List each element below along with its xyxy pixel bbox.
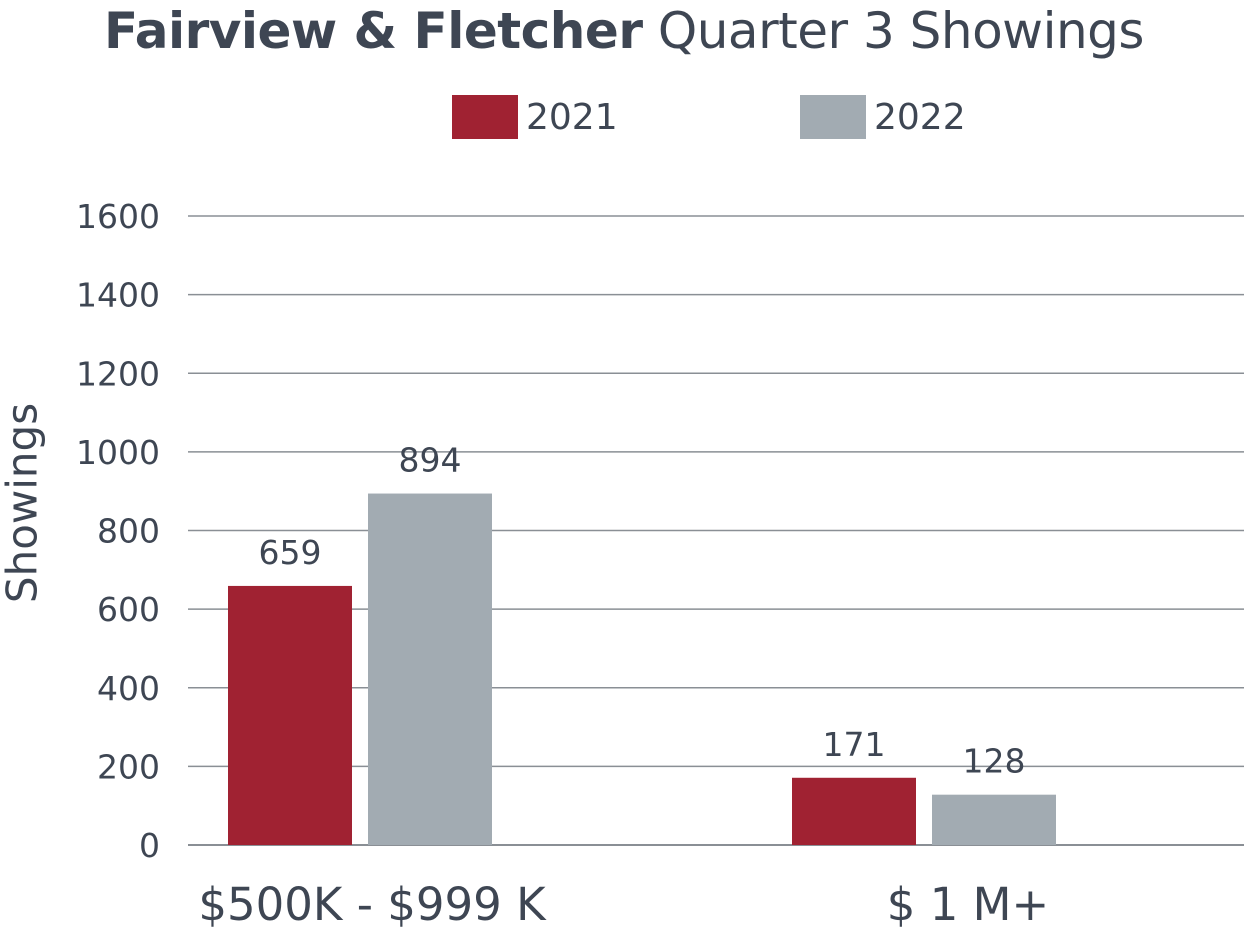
y-tick-label-1200: 1200 (76, 354, 160, 393)
y-tick-label-200: 200 (97, 747, 160, 786)
chart-title: Fairview & Fletcher Quarter 3 Showings (0, 2, 1248, 60)
x-tick-label-0: $500K - $999 K (198, 878, 547, 931)
data-label-2021-0: 659 (259, 533, 322, 572)
bar-2022-1 (932, 794, 1056, 845)
y-tick-label-800: 800 (97, 512, 160, 551)
data-label-2022-0: 894 (399, 441, 462, 480)
bar-2022-0 (368, 493, 492, 845)
chart-title-bold: Fairview & Fletcher (104, 2, 643, 60)
data-label-2021-1: 171 (823, 725, 886, 764)
bar-2021-1 (792, 777, 916, 845)
data-label-2022-1: 128 (963, 742, 1026, 781)
y-tick-label-0: 0 (139, 826, 160, 865)
legend-item-2022: 2022 (800, 94, 966, 140)
legend-swatch-2022 (800, 95, 866, 139)
y-tick-label-1400: 1400 (76, 276, 160, 315)
legend-swatch-2021 (452, 95, 518, 139)
legend-item-2021: 2021 (452, 94, 618, 140)
bar-2021-0 (228, 585, 352, 845)
x-tick-label-1: $ 1 M+ (887, 878, 1049, 931)
legend-label-2022: 2022 (874, 96, 966, 138)
y-tick-label-1000: 1000 (76, 433, 160, 472)
y-tick-label-1600: 1600 (76, 197, 160, 236)
chart-title-rest: Quarter 3 Showings (657, 2, 1145, 60)
legend-label-2021: 2021 (526, 96, 618, 138)
y-tick-label-400: 400 (97, 669, 160, 708)
y-tick-label-600: 600 (97, 590, 160, 629)
